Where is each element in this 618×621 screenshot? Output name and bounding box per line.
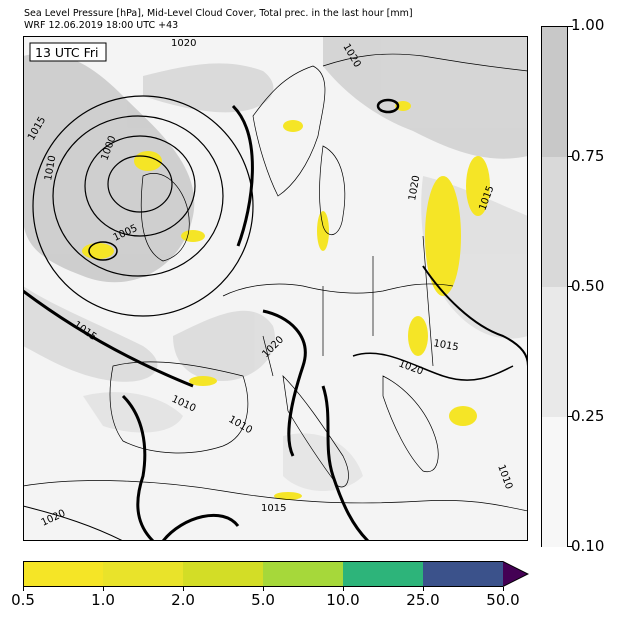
isobar-label: 1015: [432, 338, 459, 353]
colorbar-tick-label: 0.50: [571, 277, 605, 295]
colorbar-tick: [183, 587, 184, 591]
isobar-label: 1020: [407, 175, 422, 202]
precipitation-colorbar: [23, 561, 529, 587]
colorbar-tick: [568, 26, 573, 27]
isobar-label: 1010: [43, 155, 58, 182]
isobar-label: 1020: [171, 38, 196, 49]
colorbar-extend-arrow: [503, 561, 528, 587]
colorbar-segment: [343, 561, 423, 587]
colorbar-tick-label: 0.25: [571, 407, 605, 425]
colorbar-tick: [263, 587, 264, 591]
colorbar-tick-label: 5.0: [251, 591, 275, 609]
colorbar-segment: [183, 561, 263, 587]
colorbar-tick: [568, 546, 573, 547]
colorbar-segment: [23, 561, 103, 587]
time-label: 13 UTC Fri: [35, 45, 99, 60]
colorbar-segment: [542, 157, 567, 287]
colorbar-segment: [542, 27, 567, 157]
colorbar-tick-label: 1.0: [91, 591, 115, 609]
colorbar-tick-label: 1.00: [571, 16, 605, 34]
colorbar-tick-label: 50.0: [486, 591, 520, 609]
colorbar-segment: [263, 561, 343, 587]
colorbar-tick: [503, 587, 504, 591]
colorbar-tick: [568, 286, 573, 287]
colorbar-segment: [542, 287, 567, 417]
colorbar-tick: [343, 587, 344, 591]
colorbar-tick-label: 2.0: [171, 591, 195, 609]
colorbar-tick-label: 0.5: [11, 591, 35, 609]
colorbar-tick-label: 0.75: [571, 147, 605, 165]
map-frame: [23, 36, 528, 541]
colorbar-tick-label: 25.0: [406, 591, 440, 609]
colorbar-outline: [23, 561, 529, 587]
colorbar-tick-label: 10.0: [326, 591, 360, 609]
time-label-box: [29, 42, 107, 62]
colorbar-segment: [542, 417, 567, 547]
cloud-cover-colorbar: [541, 26, 568, 547]
model-run-info: WRF 12.06.2019 18:00 UTC +43: [24, 20, 179, 31]
colorbar-tick: [568, 156, 573, 157]
colorbar-segment: [103, 561, 183, 587]
weather-map: 1020 1015 1010 1000 1005 1020 1015 1020 …: [23, 36, 528, 541]
colorbar-segment: [423, 561, 503, 587]
colorbar-tick-label: 0.10: [571, 537, 605, 555]
chart-title: Sea Level Pressure [hPa], Mid-Level Clou…: [24, 8, 413, 19]
colorbar-tick: [103, 587, 104, 591]
isobar-label: 1015: [261, 503, 286, 514]
coastlines: [23, 53, 528, 512]
colorbar-tick: [423, 587, 424, 591]
colorbar-tick: [568, 416, 573, 417]
cloud-cover-layer: [23, 36, 528, 491]
colorbar-tick: [23, 587, 24, 591]
isobars: [23, 95, 528, 541]
